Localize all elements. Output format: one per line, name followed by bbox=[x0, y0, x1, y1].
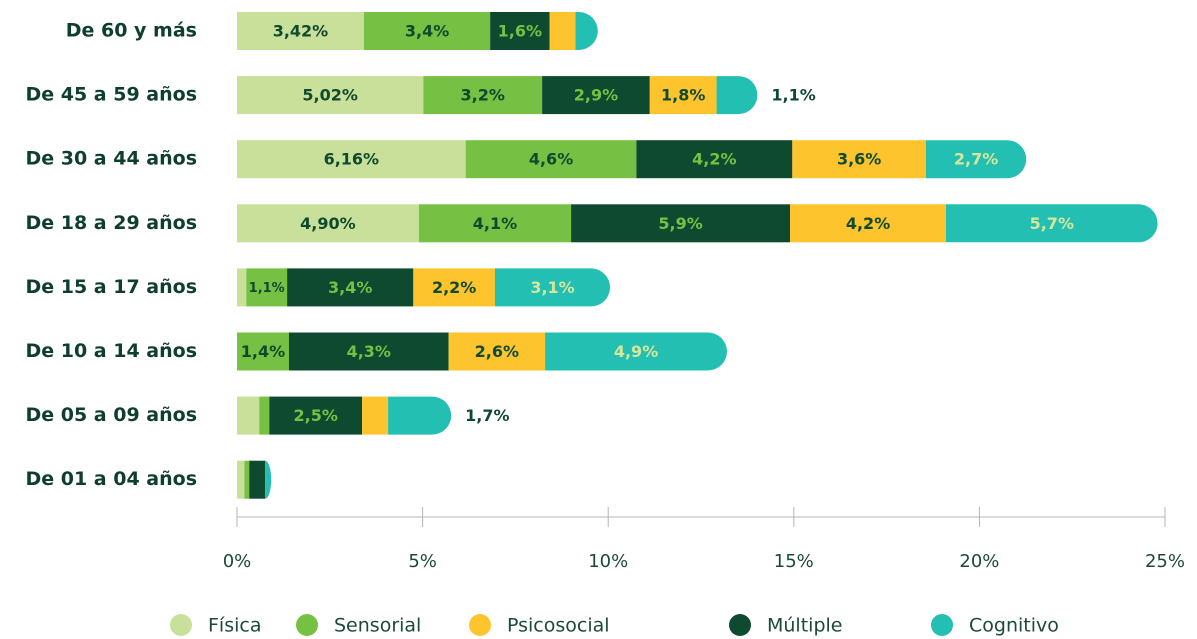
legend-label: Física bbox=[208, 615, 261, 637]
category-label: De 30 a 44 años bbox=[25, 148, 197, 170]
bar-segment bbox=[362, 396, 389, 435]
bar-segment bbox=[237, 460, 245, 499]
legend-swatch bbox=[931, 614, 953, 636]
value-label: 2,7% bbox=[954, 150, 998, 169]
x-tick-label: 10% bbox=[588, 551, 628, 572]
value-label: 3,6% bbox=[837, 150, 881, 169]
bar-segment bbox=[423, 76, 543, 115]
legend-swatch bbox=[296, 614, 318, 636]
category-label: De 01 a 04 años bbox=[25, 468, 197, 490]
value-label: 1,1% bbox=[249, 281, 285, 296]
bar-segment bbox=[790, 204, 946, 243]
legend-label: Cognitivo bbox=[969, 615, 1059, 637]
bar-segment bbox=[636, 140, 793, 179]
value-label: 4,2% bbox=[846, 214, 890, 233]
value-label: 1,8% bbox=[661, 86, 705, 105]
bar-segment bbox=[288, 332, 449, 371]
bar-segment bbox=[945, 204, 1158, 243]
value-label: 4,2% bbox=[692, 150, 736, 169]
bar-segment bbox=[237, 268, 247, 307]
value-label: 4,6% bbox=[529, 150, 573, 169]
bar-segment bbox=[542, 76, 650, 115]
value-label: 3,4% bbox=[328, 278, 372, 297]
value-label: 2,9% bbox=[574, 86, 618, 105]
bar-segment bbox=[244, 460, 250, 499]
bar-segment bbox=[545, 332, 727, 371]
category-label: De 45 a 59 años bbox=[25, 84, 197, 106]
x-tick-label: 25% bbox=[1145, 551, 1185, 572]
legend-swatch bbox=[469, 614, 491, 636]
bar-segment bbox=[259, 396, 270, 435]
value-label: 3,4% bbox=[405, 22, 449, 41]
category-label: De 60 y más bbox=[66, 20, 197, 42]
category-label: De 10 a 14 años bbox=[25, 340, 197, 362]
bar-segment bbox=[716, 76, 758, 115]
value-label: 2,6% bbox=[475, 342, 519, 361]
bar-segment bbox=[237, 204, 419, 243]
value-label: 1,1% bbox=[771, 86, 815, 105]
value-label: 4,90% bbox=[300, 214, 356, 233]
value-label: 4,1% bbox=[473, 214, 517, 233]
bar-segment bbox=[287, 268, 414, 307]
value-label: 3,42% bbox=[273, 22, 329, 41]
value-label: 5,7% bbox=[1030, 214, 1074, 233]
category-label: De 15 a 17 años bbox=[25, 276, 197, 298]
value-label: 1,6% bbox=[498, 22, 542, 41]
bar-segment bbox=[237, 140, 466, 179]
bar-segment bbox=[465, 140, 637, 179]
bar-segment bbox=[363, 12, 491, 50]
bar-segment bbox=[649, 76, 717, 115]
value-label: 6,16% bbox=[324, 150, 380, 169]
bar-segment bbox=[249, 460, 266, 499]
value-label: 1,4% bbox=[241, 342, 285, 361]
bar-segment bbox=[575, 12, 598, 50]
legend-label: Múltiple bbox=[767, 615, 842, 637]
legend-swatch bbox=[729, 614, 751, 636]
value-label: 2,2% bbox=[432, 278, 476, 297]
bar-segment bbox=[237, 12, 364, 50]
bar-segment bbox=[265, 460, 272, 499]
bar-segment bbox=[269, 396, 363, 435]
value-label: 2,5% bbox=[294, 406, 338, 425]
bar-segment bbox=[448, 332, 546, 371]
x-tick-label: 20% bbox=[959, 551, 999, 572]
bar-segment bbox=[413, 268, 495, 307]
category-label: De 05 a 09 años bbox=[25, 404, 197, 426]
bar-segment bbox=[490, 12, 550, 50]
bar-segment bbox=[494, 268, 611, 307]
legend-swatch bbox=[170, 614, 192, 636]
x-tick-label: 15% bbox=[774, 551, 814, 572]
bar-segment bbox=[246, 268, 288, 307]
value-label: 3,1% bbox=[530, 278, 574, 297]
value-label: 4,3% bbox=[347, 342, 391, 361]
bar-segment bbox=[418, 204, 572, 243]
value-label: 5,02% bbox=[302, 86, 358, 105]
legend-label: Psicosocial bbox=[507, 615, 610, 637]
value-label: 3,2% bbox=[461, 86, 505, 105]
x-tick-label: 5% bbox=[408, 551, 437, 572]
bar-segment bbox=[237, 396, 260, 435]
bar-segment bbox=[792, 140, 926, 179]
category-label: De 18 a 29 años bbox=[25, 212, 197, 234]
bar-segment bbox=[925, 140, 1027, 179]
bar-segment bbox=[237, 76, 424, 115]
value-label: 4,9% bbox=[614, 342, 658, 361]
bar-segment bbox=[388, 396, 452, 435]
x-tick-label: 0% bbox=[223, 551, 252, 572]
value-label: 1,7% bbox=[465, 406, 509, 425]
bar-segment bbox=[237, 332, 289, 371]
legend-label: Sensorial bbox=[334, 615, 421, 637]
value-label: 5,9% bbox=[658, 214, 702, 233]
bar-segment bbox=[549, 12, 576, 50]
bar-segment bbox=[571, 204, 791, 243]
